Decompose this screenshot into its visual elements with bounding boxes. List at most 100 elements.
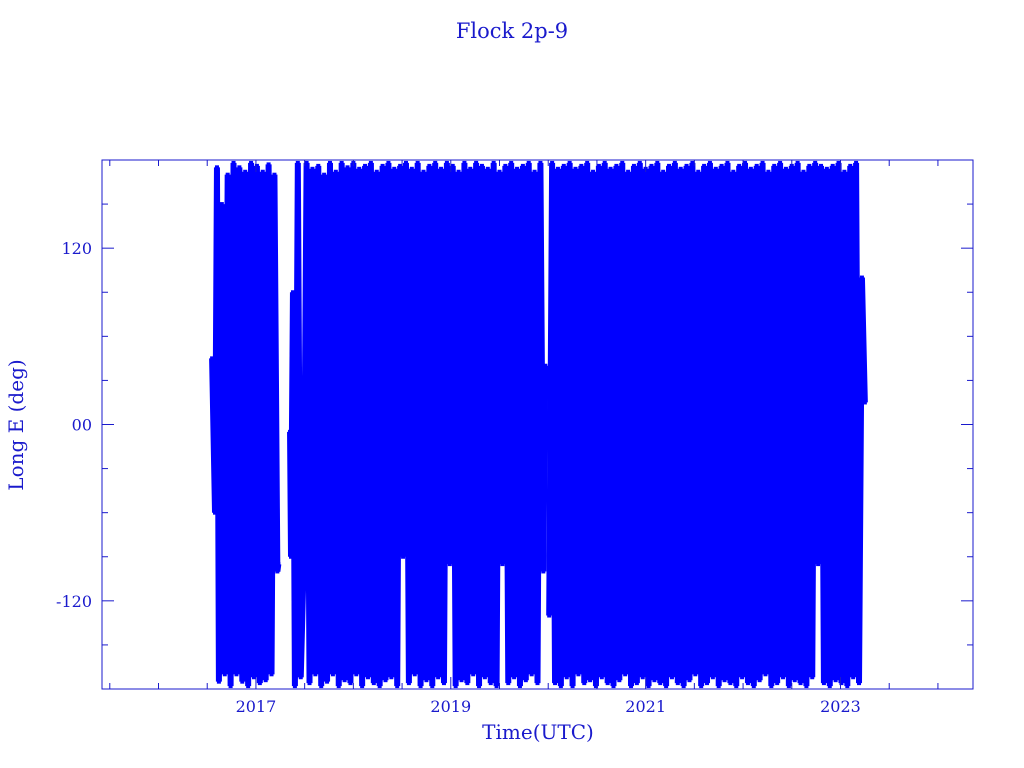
data-point — [640, 675, 645, 680]
data-point — [798, 681, 803, 686]
data-point — [760, 160, 765, 165]
data-point — [380, 163, 385, 168]
data-point — [424, 678, 429, 683]
data-point — [702, 163, 707, 168]
data-point — [427, 163, 432, 168]
data-point — [251, 675, 256, 680]
data-point — [374, 169, 379, 174]
data-point — [576, 672, 581, 677]
data-point — [555, 166, 560, 171]
data-point — [543, 363, 548, 368]
data-point — [728, 681, 733, 686]
data-point — [649, 163, 654, 168]
data-point — [669, 675, 674, 680]
data-point — [444, 160, 449, 165]
data-point — [342, 678, 347, 683]
data-point — [661, 169, 666, 174]
data-point — [775, 681, 780, 686]
data-point — [602, 160, 607, 165]
data-point — [769, 684, 774, 689]
data-point — [430, 684, 435, 689]
data-point — [389, 675, 394, 680]
data-point — [862, 400, 867, 405]
data-point — [377, 684, 382, 689]
data-point — [851, 675, 856, 680]
data-point — [213, 510, 218, 515]
data-point — [813, 160, 818, 165]
data-point — [646, 684, 651, 689]
data-point — [795, 160, 800, 165]
data-point — [567, 160, 572, 165]
data-point — [225, 172, 230, 177]
data-point — [833, 678, 838, 683]
data-point — [848, 163, 853, 168]
data-point — [266, 162, 271, 167]
data-point — [655, 160, 660, 165]
data-point — [570, 684, 575, 689]
data-point — [713, 166, 718, 171]
data-point — [228, 684, 233, 689]
data-point — [830, 163, 835, 168]
x-tick-label: 2019 — [430, 697, 471, 716]
data-point — [210, 356, 215, 361]
data-point — [857, 681, 862, 686]
data-point — [675, 681, 680, 686]
data-point — [392, 166, 397, 171]
data-point — [614, 163, 619, 168]
data-point — [599, 675, 604, 680]
y-tick-label: -120 — [56, 592, 92, 611]
data-point — [585, 160, 590, 165]
data-point — [588, 678, 593, 683]
x-tick-label: 2017 — [236, 697, 277, 716]
data-point — [751, 684, 756, 689]
data-point — [722, 678, 727, 683]
data-point — [506, 681, 511, 686]
data-point — [582, 681, 587, 686]
data-point — [783, 166, 788, 171]
data-point — [827, 684, 832, 689]
data-point — [839, 681, 844, 686]
data-point — [623, 672, 628, 677]
data-point — [529, 672, 534, 677]
axes: 2017 2019 2021 2023 120 00 -120 — [56, 159, 974, 716]
data-point — [249, 160, 254, 165]
data-point — [859, 275, 864, 280]
data-point — [725, 160, 730, 165]
data-point — [339, 160, 344, 165]
data-point — [436, 675, 441, 680]
data-point — [219, 202, 224, 207]
data-point — [617, 678, 622, 683]
data-point — [214, 165, 219, 170]
data-point — [836, 160, 841, 165]
data-point — [678, 166, 683, 171]
data-point — [497, 169, 502, 174]
data-point — [740, 675, 745, 680]
data-point — [515, 166, 520, 171]
data-point — [512, 675, 517, 680]
data-point — [325, 679, 330, 684]
data-point — [634, 681, 639, 686]
data-point — [319, 684, 324, 689]
data-point — [371, 681, 376, 686]
data-point — [538, 160, 543, 165]
data-point — [667, 163, 672, 168]
data-point — [488, 681, 493, 686]
data-point — [550, 160, 555, 165]
data-point — [409, 166, 414, 171]
y-tick-label: 00 — [72, 416, 92, 435]
data-layer — [209, 160, 868, 689]
data-point — [237, 165, 242, 170]
data-point — [357, 166, 362, 171]
data-point — [842, 169, 847, 174]
data-point — [494, 684, 499, 689]
data-point — [468, 166, 473, 171]
x-tick-label: 2023 — [820, 697, 861, 716]
data-point — [821, 681, 826, 686]
data-point — [626, 169, 631, 174]
data-point — [418, 684, 423, 689]
data-point — [336, 684, 341, 689]
data-point — [553, 681, 558, 686]
data-point — [412, 672, 417, 677]
data-point — [453, 684, 458, 689]
